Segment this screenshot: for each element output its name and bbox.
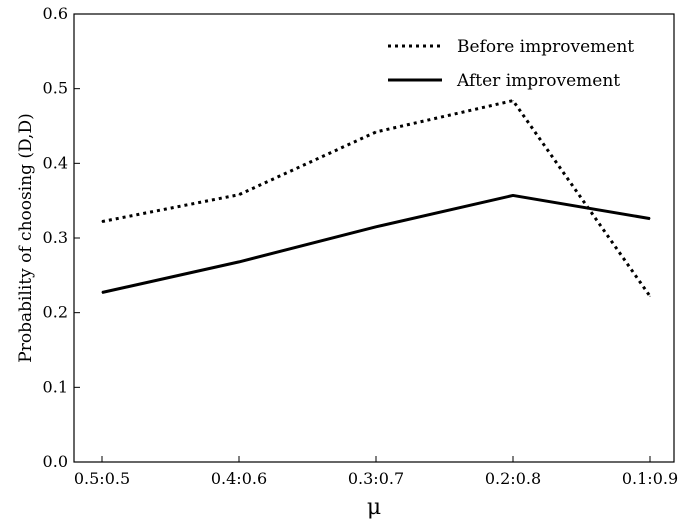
y-tick-label: 0.0 [43, 452, 68, 471]
y-tick-label: 0.6 [43, 4, 68, 23]
data-point [649, 218, 651, 220]
legend: Before improvement After improvement [388, 37, 634, 91]
y-tick-label: 0.4 [43, 153, 68, 172]
y-tick-label: 0.5 [43, 79, 68, 98]
x-axis-label: μ [367, 495, 381, 520]
x-tick-label: 0.5:0.5 [74, 469, 130, 488]
data-point [512, 194, 514, 196]
series-line-before [101, 99, 652, 298]
y-tick-label: 0.3 [43, 228, 68, 247]
y-tick-label: 0.2 [43, 303, 68, 322]
data-point [238, 194, 240, 196]
data-point [101, 221, 103, 223]
legend-label-before: Before improvement [457, 37, 634, 57]
x-tick-label: 0.2:0.8 [485, 469, 541, 488]
x-tick-label: 0.3:0.7 [348, 469, 404, 488]
x-tick-label: 0.4:0.6 [211, 469, 267, 488]
data-point [238, 261, 240, 263]
series-line-after [101, 193, 651, 294]
x-axis: 0.5:0.5 0.4:0.6 0.3:0.7 0.2:0.8 0.1:0.9 [74, 456, 678, 488]
legend-label-after: After improvement [456, 71, 620, 91]
data-point [101, 292, 103, 294]
data-point [375, 131, 377, 133]
series-layer [101, 99, 652, 298]
y-tick-label: 0.1 [43, 377, 68, 396]
x-tick-label: 0.1:0.9 [622, 469, 678, 488]
y-axis: 0.0 0.1 0.2 0.3 0.4 0.5 0.6 [43, 4, 80, 471]
data-point [512, 100, 514, 102]
data-point [375, 226, 377, 228]
data-point [649, 295, 651, 297]
y-axis-label: Probability of choosing (D,D) [16, 113, 36, 362]
